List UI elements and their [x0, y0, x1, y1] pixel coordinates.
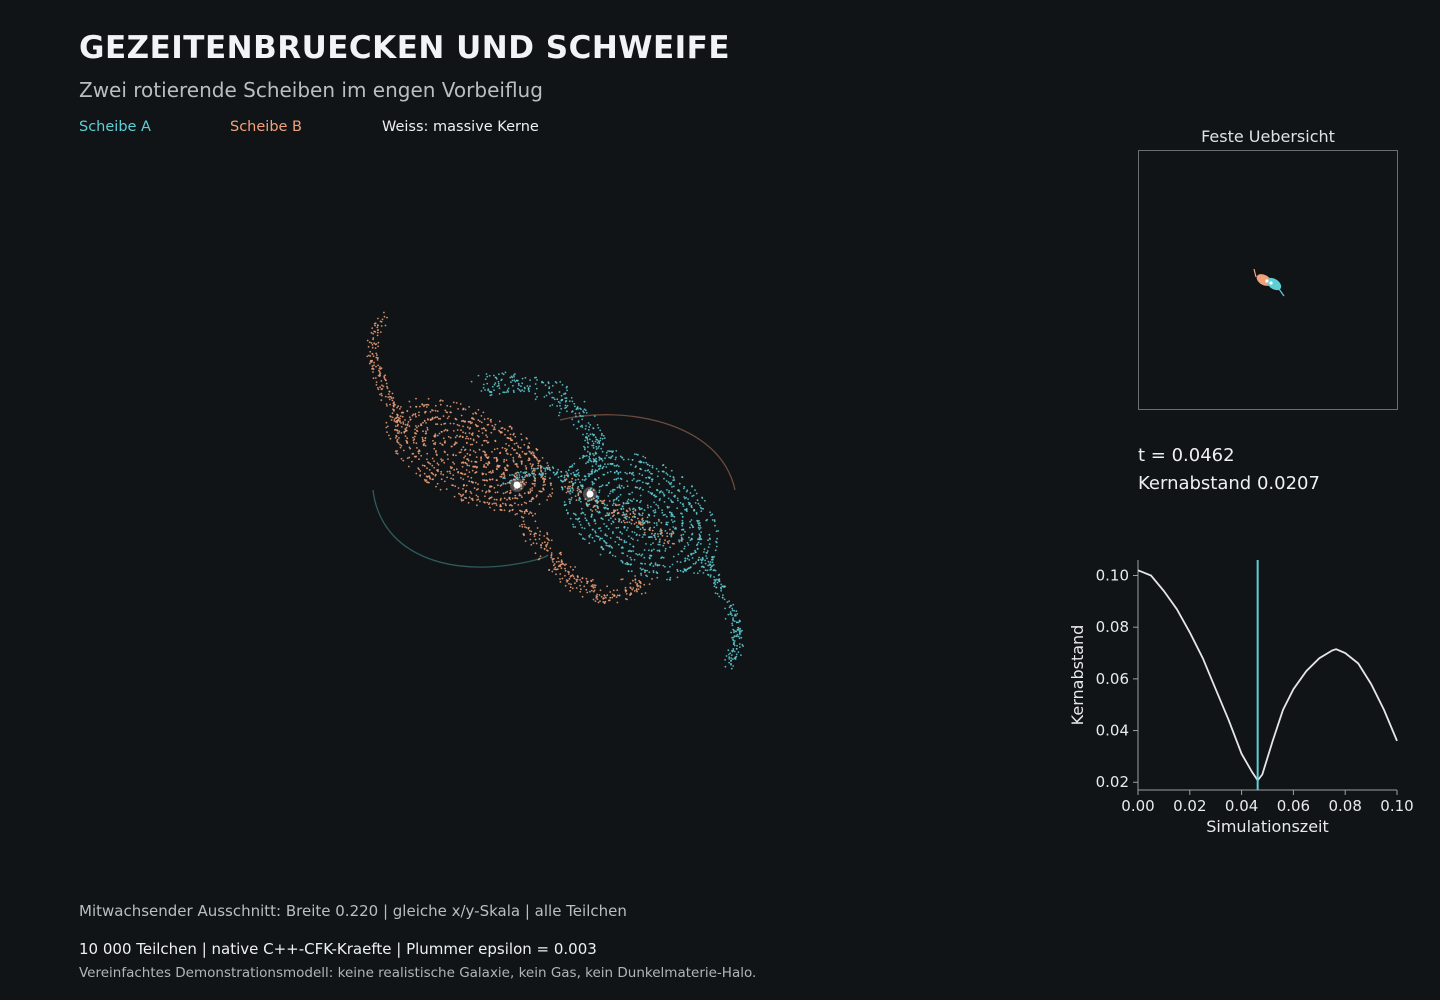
- x-tick-label: 0.04: [1225, 797, 1258, 815]
- overview-title: Feste Uebersicht: [1201, 127, 1335, 146]
- x-tick-label: 0.10: [1380, 797, 1413, 815]
- distance-readout: Kernabstand 0.0207: [1138, 473, 1320, 494]
- distance-chart: 0.00 0.02 0.04 0.06 0.08 0.10 0.02 0.04 0.06 0.08…: [1068, 560, 1414, 836]
- y-tick-label: 0.06: [1096, 670, 1129, 688]
- overview-panel: [1138, 150, 1398, 410]
- x-tick-label: 0.02: [1173, 797, 1206, 815]
- overview-core-a: [1269, 281, 1273, 285]
- chart-axes: 0.00 0.02 0.04 0.06 0.08 0.10 0.02 0.04 0.06 0.08…: [1096, 560, 1414, 815]
- particle-cloud: [366, 311, 744, 670]
- y-tick-label: 0.04: [1096, 722, 1129, 740]
- orbit-trace-a: [372, 489, 549, 568]
- x-tick-label: 0.08: [1328, 797, 1361, 815]
- x-axis-label: Simulationszeit: [1206, 817, 1329, 836]
- y-axis-label: Kernabstand: [1068, 625, 1087, 726]
- legend-disk-a: Scheibe A: [79, 119, 151, 135]
- page-subtitle: Zwei rotierende Scheiben im engen Vorbei…: [79, 78, 543, 102]
- time-readout: t = 0.0462: [1138, 445, 1235, 466]
- overview-tail-a: [1278, 288, 1285, 297]
- particle-view: [366, 311, 744, 670]
- footer-view-info: Mitwachsender Ausschnitt: Breite 0.220 |…: [79, 902, 627, 920]
- y-tick-label: 0.08: [1096, 618, 1129, 636]
- page-title: GEZEITENBRUECKEN UND SCHWEIFE: [79, 30, 731, 66]
- y-tick-label: 0.10: [1096, 567, 1129, 585]
- overview-tail-b: [1253, 268, 1257, 278]
- core-markers: [510, 478, 597, 501]
- y-tick-label: 0.02: [1096, 773, 1129, 791]
- x-tick-label: 0.00: [1121, 797, 1154, 815]
- orbit-traces: [372, 414, 736, 568]
- legend-disk-b: Scheibe B: [230, 119, 302, 135]
- x-tick-label: 0.06: [1277, 797, 1310, 815]
- footer-disclaimer: Vereinfachtes Demonstrationsmodell: kein…: [79, 965, 757, 981]
- core-a-marker: [586, 490, 594, 498]
- overview-plot: [1253, 268, 1285, 297]
- distance-curve: [1137, 569, 1398, 782]
- orbit-trace-b: [559, 414, 736, 491]
- legend-cores: Weiss: massive Kerne: [382, 119, 539, 135]
- overview-core-b: [1265, 279, 1269, 283]
- overview-disk-a: [1266, 277, 1282, 291]
- core-b-marker: [513, 481, 521, 489]
- footer-sim-info: 10 000 Teilchen | native C++-CFK-Kraefte…: [79, 940, 597, 958]
